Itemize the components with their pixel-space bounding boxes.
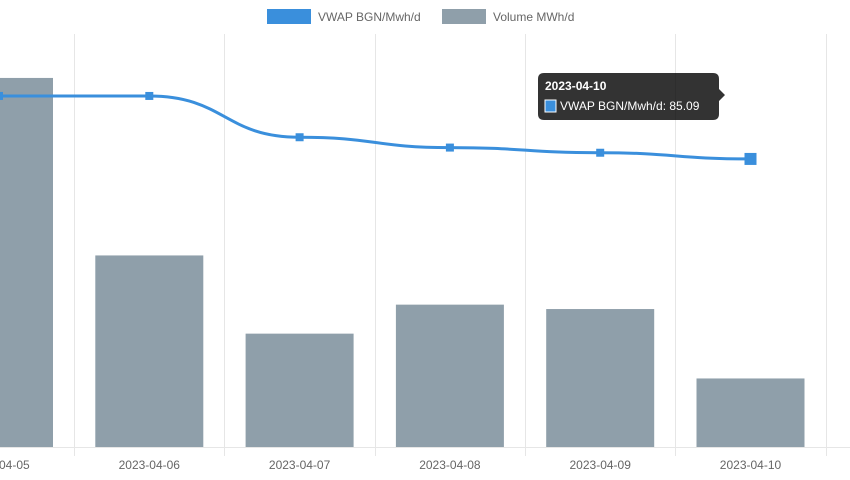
vwap-point[interactable]: [744, 152, 757, 165]
x-tick-label: 2023-04-07: [269, 458, 331, 472]
volume-bar[interactable]: [245, 333, 354, 447]
tooltip-color-swatch: [544, 99, 557, 113]
x-tick-labels: 2023-04-05 2023-04-06 2023-04-07 2023-04-08…: [0, 458, 782, 472]
legend-swatch-volume: [442, 9, 486, 24]
vwap-point[interactable]: [295, 133, 304, 142]
vwap-point[interactable]: [445, 143, 454, 152]
volume-bar[interactable]: [696, 378, 805, 447]
tooltip-background: [538, 73, 725, 120]
x-tick-label: 2023-04-08: [419, 458, 481, 472]
volume-bar[interactable]: [395, 304, 504, 447]
legend-label-volume: Volume MWh/d: [493, 10, 574, 24]
tooltip: 2023-04-10 VWAP BGN/Mwh/d: 85.09: [538, 73, 725, 120]
legend-item-vwap[interactable]: VWAP BGN/Mwh/d: [267, 9, 421, 24]
legend-item-volume[interactable]: Volume MWh/d: [442, 9, 574, 24]
vwap-line-path: [0, 94, 751, 161]
tooltip-text: VWAP BGN/Mwh/d: 85.09: [560, 99, 700, 113]
bars: [0, 77, 805, 448]
volume-bar[interactable]: [95, 255, 204, 447]
legend-label-vwap: VWAP BGN/Mwh/d: [318, 10, 421, 24]
vwap-line: [0, 91, 757, 165]
x-tick-label: 2023-04-06: [119, 458, 181, 472]
x-tick-label: 2023-04-05: [0, 458, 30, 472]
volume-bar[interactable]: [546, 309, 655, 447]
vwap-point[interactable]: [145, 91, 154, 100]
tooltip-title: 2023-04-10: [545, 79, 607, 93]
x-tick-label: 2023-04-10: [720, 458, 782, 472]
legend-swatch-vwap: [267, 9, 311, 24]
x-tick-label: 2023-04-09: [570, 458, 632, 472]
legend: VWAP BGN/Mwh/d Volume MWh/d: [267, 9, 574, 24]
vwap-point[interactable]: [596, 148, 605, 157]
volume-bar[interactable]: [0, 77, 53, 448]
vwap-point[interactable]: [0, 91, 3, 100]
